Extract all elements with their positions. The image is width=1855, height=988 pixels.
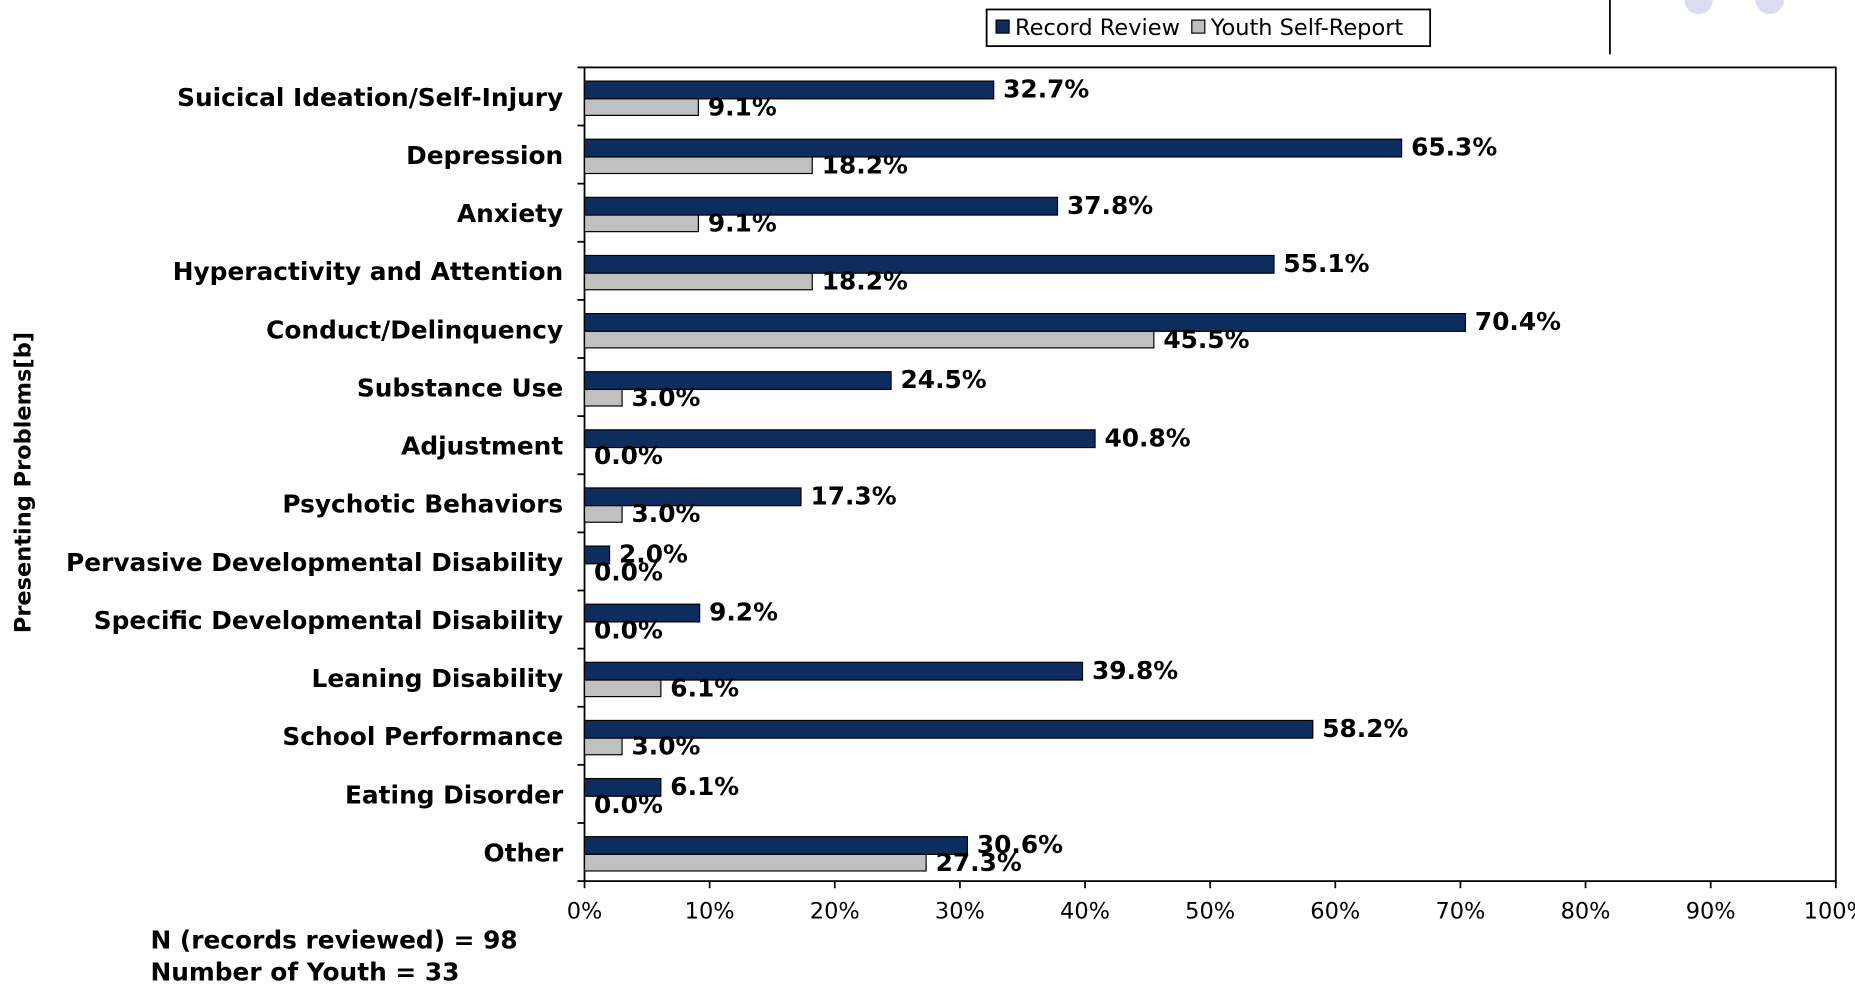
y-tick-label: Specific Developmental Disability	[94, 606, 563, 635]
data-label: 0.0%	[594, 441, 663, 470]
legend-label: Youth Self-Report	[1210, 15, 1404, 41]
decor	[1684, 0, 1713, 15]
bar	[583, 330, 1155, 349]
bar	[583, 603, 701, 623]
x-tick-label: 40%	[1060, 898, 1110, 924]
x-tick-label: 20%	[810, 898, 860, 924]
data-label: 18.2%	[822, 150, 908, 179]
data-label: 65.3%	[1411, 133, 1497, 162]
data-label: 18.2%	[822, 267, 908, 296]
data-label: 40.8%	[1105, 423, 1191, 452]
y-tick-label: Depression	[406, 141, 563, 170]
note: N (records reviewed) = 98	[150, 925, 517, 954]
data-label: 3.0%	[632, 383, 701, 412]
y-tick-label: School Performance	[282, 722, 563, 751]
bar	[583, 388, 623, 407]
data-label: 6.1%	[670, 772, 739, 801]
y-tick-label: Anxiety	[457, 199, 563, 228]
bar	[583, 661, 1084, 681]
legend	[985, 8, 1432, 48]
bar	[583, 679, 662, 698]
x-tick-label: 0%	[567, 898, 603, 924]
y-tick-label: Substance Use	[357, 373, 563, 402]
data-label: 0.0%	[594, 790, 663, 819]
legend-swatch	[1191, 19, 1206, 34]
bar	[583, 196, 1059, 216]
legend-label: Record Review	[1015, 15, 1180, 41]
bar	[583, 777, 662, 797]
bar	[583, 429, 1096, 449]
data-label: 55.1%	[1283, 249, 1369, 278]
x-tick-label: 70%	[1435, 898, 1485, 924]
x-tick-label: 60%	[1310, 898, 1360, 924]
bar	[583, 719, 1314, 739]
x-tick-label: 50%	[1185, 898, 1235, 924]
x-tick-label: 10%	[685, 898, 735, 924]
bar	[583, 487, 802, 507]
data-label: 58.2%	[1322, 714, 1408, 743]
data-label: 0.0%	[594, 615, 663, 644]
data-label: 30.6%	[977, 830, 1063, 859]
x-tick-label: 90%	[1686, 898, 1736, 924]
y-tick-label: Conduct/Delinquency	[266, 315, 563, 344]
data-label: 37.8%	[1067, 191, 1153, 220]
data-label: 45.5%	[1163, 325, 1249, 354]
data-label: 27.3%	[936, 848, 1022, 877]
legend-swatch	[995, 19, 1010, 34]
data-label: 3.0%	[632, 732, 701, 761]
bar	[583, 156, 813, 175]
data-label: 0.0%	[594, 557, 663, 586]
note: Number of Youth = 33	[150, 957, 459, 984]
y-tick-label: Suicical Ideation/Self-Injury	[177, 83, 563, 112]
bar	[583, 254, 1275, 274]
x-tick-label: 80%	[1561, 898, 1611, 924]
bar	[583, 272, 813, 291]
bar	[583, 737, 623, 756]
data-label: 9.2%	[709, 598, 778, 627]
bar	[583, 80, 995, 100]
bar	[583, 853, 927, 872]
y-tick-label: Other	[483, 838, 563, 867]
data-label: 32.7%	[1003, 75, 1089, 104]
data-label: 2.0%	[619, 540, 688, 569]
data-label: 70.4%	[1475, 307, 1561, 336]
data-label: 39.8%	[1092, 656, 1178, 685]
data-label: 17.3%	[810, 481, 896, 510]
data-label: 9.1%	[708, 92, 777, 121]
y-tick-label: Pervasive Developmental Disability	[66, 548, 563, 577]
y-tick-label: Hyperactivity and Attention	[173, 257, 564, 286]
bar	[583, 312, 1467, 332]
bar	[583, 505, 623, 523]
bar	[583, 138, 1403, 158]
bar	[583, 98, 699, 116]
bar	[583, 836, 969, 856]
x-tick-label: 100%	[1804, 898, 1855, 924]
y-tick-label: Leaning Disability	[312, 664, 564, 693]
x-tick-label: 30%	[935, 898, 985, 924]
data-label: 3.0%	[632, 499, 701, 528]
y-axis-label: Presenting Problems[b]	[10, 332, 36, 633]
bar	[583, 214, 699, 233]
plot-area	[583, 66, 1837, 882]
data-label: 6.1%	[670, 674, 739, 703]
data-label: 24.5%	[901, 365, 987, 394]
y-tick-label: Psychotic Behaviors	[282, 490, 563, 519]
decor	[1755, 0, 1784, 15]
bar	[583, 371, 892, 391]
bar	[583, 545, 611, 565]
y-tick-label: Adjustment	[401, 432, 563, 461]
y-tick-label: Eating Disorder	[345, 780, 564, 809]
data-label: 9.1%	[708, 209, 777, 238]
